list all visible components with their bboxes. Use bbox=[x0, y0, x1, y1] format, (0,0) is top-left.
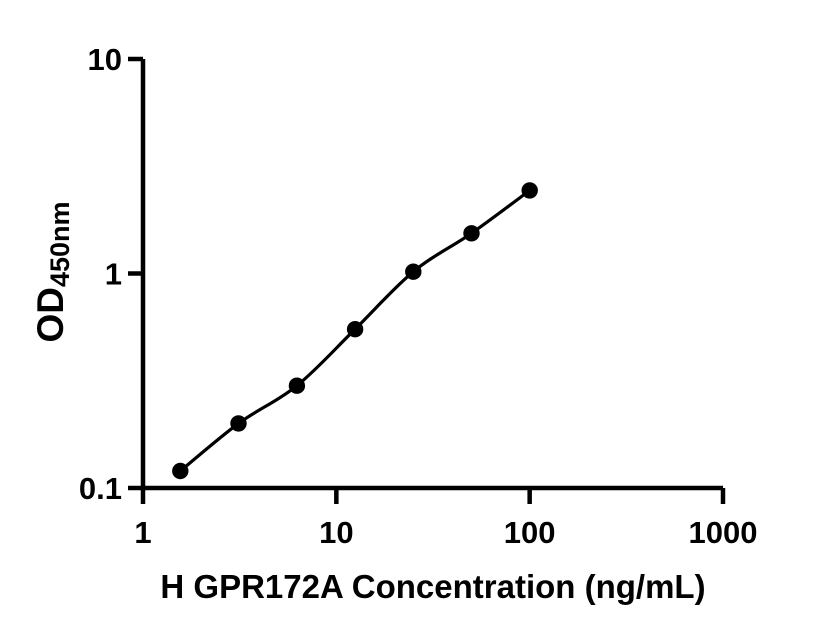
x-tick-label: 100 bbox=[504, 515, 556, 550]
x-tick-label: 1 bbox=[134, 515, 151, 550]
plot-area: 1 10 100 1000 10 1 0.1 bbox=[79, 42, 758, 550]
y-axis-title-subscript: 450nm bbox=[45, 201, 75, 287]
data-point bbox=[463, 225, 480, 242]
x-tick-label: 1000 bbox=[689, 515, 758, 550]
data-point bbox=[346, 321, 364, 338]
y-tick-label: 0.1 bbox=[79, 471, 122, 506]
axis-frame bbox=[140, 59, 723, 491]
data-point bbox=[521, 182, 538, 199]
y-tick-label: 10 bbox=[88, 42, 122, 77]
data-point bbox=[288, 377, 306, 394]
data-point bbox=[405, 263, 422, 280]
x-tick-label: 10 bbox=[319, 515, 353, 550]
y-axis-title-main: OD bbox=[30, 287, 71, 343]
data-point bbox=[172, 462, 189, 480]
data-point bbox=[230, 415, 247, 432]
y-tick-label: 1 bbox=[105, 257, 122, 292]
x-axis-title: H GPR172A Concentration (ng/mL) bbox=[160, 568, 705, 605]
y-axis-title: OD450nm bbox=[30, 201, 75, 342]
